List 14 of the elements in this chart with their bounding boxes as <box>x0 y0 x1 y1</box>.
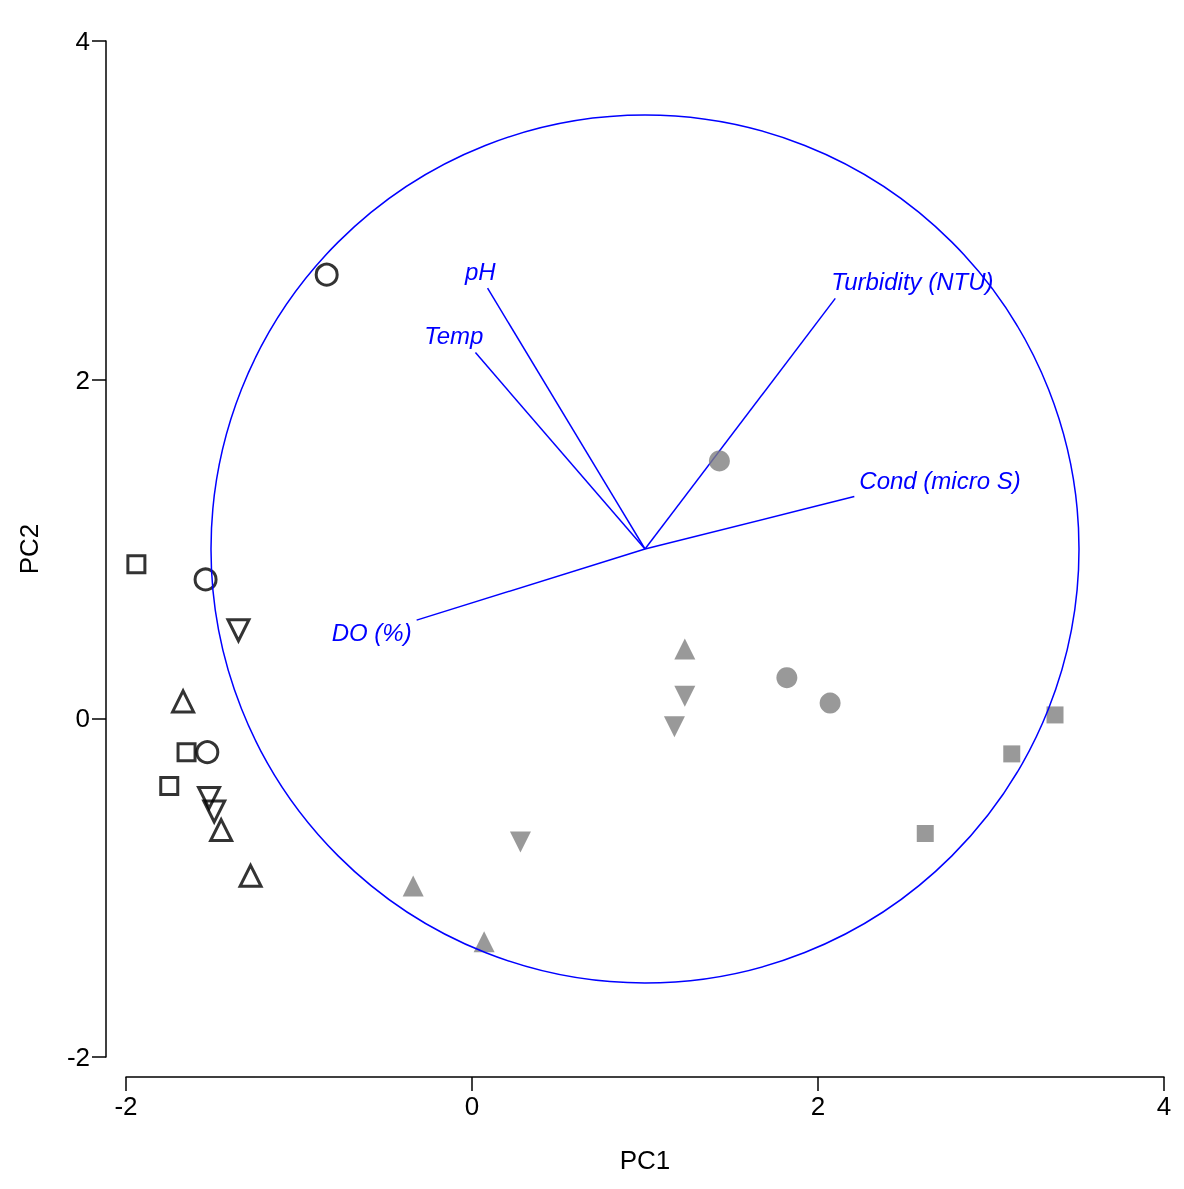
x-tick-label: 2 <box>810 1091 826 1121</box>
series-label: pH <box>463 257 497 285</box>
series-label: Temp <box>424 322 484 350</box>
y-tick-label: -2 <box>66 1042 90 1072</box>
series-label: Cond (micro S) <box>859 467 1021 495</box>
series-label: DO (%) <box>331 618 412 646</box>
x-tick-label: 4 <box>1156 1091 1172 1121</box>
y-tick-label: 4 <box>75 26 90 56</box>
x-axis-title: PC1 <box>619 1145 671 1175</box>
x-tick-label: 0 <box>464 1091 480 1121</box>
y-tick-label: 0 <box>75 703 90 734</box>
y-axis-title: PC2 <box>14 523 44 575</box>
y-tick-label: 2 <box>75 364 90 395</box>
x-tick-label: -2 <box>114 1091 138 1121</box>
